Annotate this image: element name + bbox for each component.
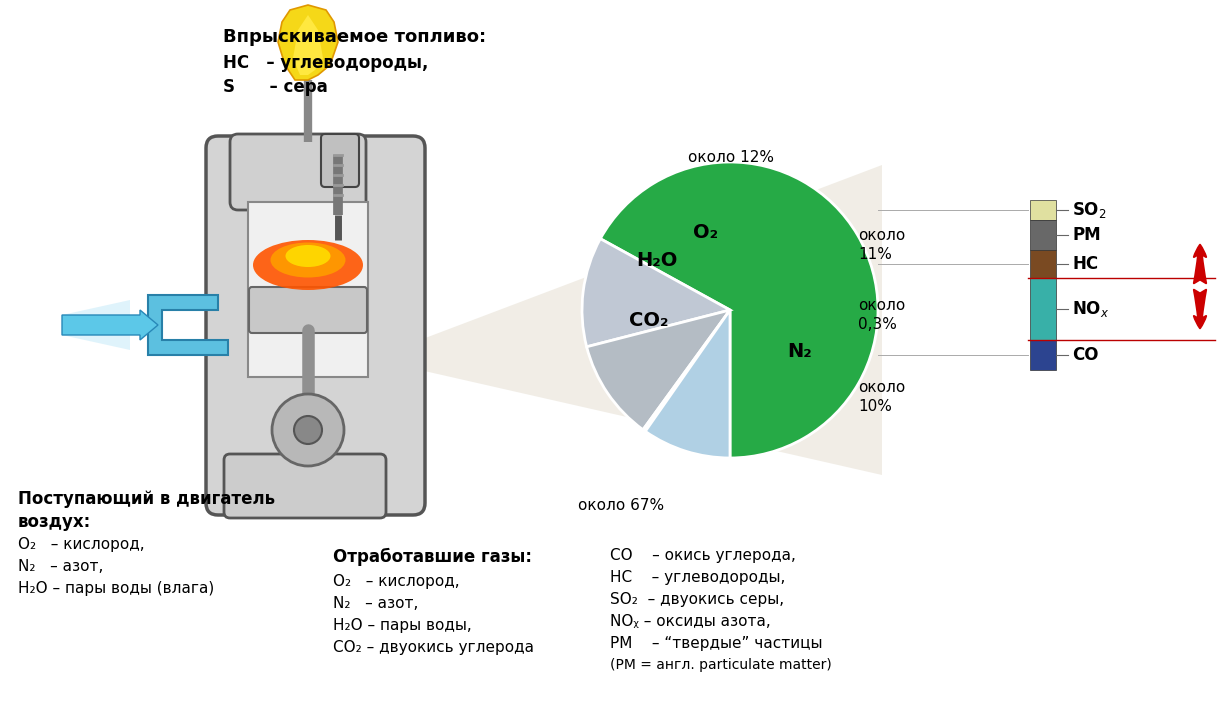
Polygon shape [293,15,324,75]
Wedge shape [582,239,730,347]
Ellipse shape [286,245,331,267]
Ellipse shape [253,240,363,290]
Bar [1031,220,1056,250]
Bar [248,202,368,377]
Text: N₂   – азот,: N₂ – азот, [18,559,104,574]
Text: N₂   – азот,: N₂ – азот, [333,596,419,611]
Bar [1031,200,1056,220]
Text: HC   – углеводороды,: HC – углеводороды, [223,54,429,72]
Text: PM: PM [1072,226,1100,244]
Text: около 67%: около 67% [578,498,664,513]
Bar [1031,278,1056,340]
Text: около
11%: около 11% [858,228,905,262]
Text: (PM = англ. particulate matter): (PM = англ. particulate matter) [610,658,832,672]
Text: N₂: N₂ [788,342,812,361]
Text: O₂   – кислород,: O₂ – кислород, [333,574,459,589]
Polygon shape [420,165,882,475]
Text: H₂O – пары воды,: H₂O – пары воды, [333,618,471,633]
Wedge shape [586,310,730,430]
FancyBboxPatch shape [206,136,425,515]
Text: S      – сера: S – сера [223,78,327,96]
Text: O₂: O₂ [694,223,718,242]
Text: H₂O: H₂O [636,251,678,270]
Wedge shape [645,310,730,458]
Text: SO$_2$: SO$_2$ [1072,200,1106,220]
Text: O₂   – кислород,: O₂ – кислород, [18,537,144,552]
FancyBboxPatch shape [249,287,368,333]
Circle shape [272,394,344,466]
FancyArrow shape [62,310,158,340]
Polygon shape [148,295,228,355]
FancyBboxPatch shape [321,134,359,187]
Text: около
10%: около 10% [858,380,905,413]
Text: около
0,3%: около 0,3% [858,298,905,331]
Text: около 12%: около 12% [687,150,774,165]
Text: HC    – углеводороды,: HC – углеводороды, [610,570,785,585]
Text: CO₂: CO₂ [630,311,669,330]
Text: воздух:: воздух: [18,513,92,531]
Text: Впрыскиваемое топливо:: Впрыскиваемое топливо: [223,28,486,46]
Text: SO₂  – двуокись серы,: SO₂ – двуокись серы, [610,592,784,607]
Text: CO: CO [1072,346,1099,364]
Bar [1031,250,1056,278]
Polygon shape [278,5,338,80]
Text: HC: HC [1072,255,1098,273]
Text: NOᵪ – оксиды азота,: NOᵪ – оксиды азота, [610,614,770,629]
FancyBboxPatch shape [223,454,386,518]
Text: NO$_x$: NO$_x$ [1072,299,1109,319]
Text: CO    – окись углерода,: CO – окись углерода, [610,548,796,563]
Wedge shape [643,310,730,431]
Circle shape [294,416,322,444]
Text: Отработавшие газы:: Отработавшие газы: [333,548,532,566]
Text: Поступающий в двигатель: Поступающий в двигатель [18,490,275,508]
FancyBboxPatch shape [230,134,366,210]
Text: PM    – “твердые” частицы: PM – “твердые” частицы [610,636,823,651]
Bar [1031,340,1056,370]
Text: CO₂ – двуокись углерода: CO₂ – двуокись углерода [333,640,534,655]
Wedge shape [601,162,878,458]
Ellipse shape [271,242,346,278]
Text: H₂O – пары воды (влага): H₂O – пары воды (влага) [18,581,214,596]
Polygon shape [62,300,129,350]
